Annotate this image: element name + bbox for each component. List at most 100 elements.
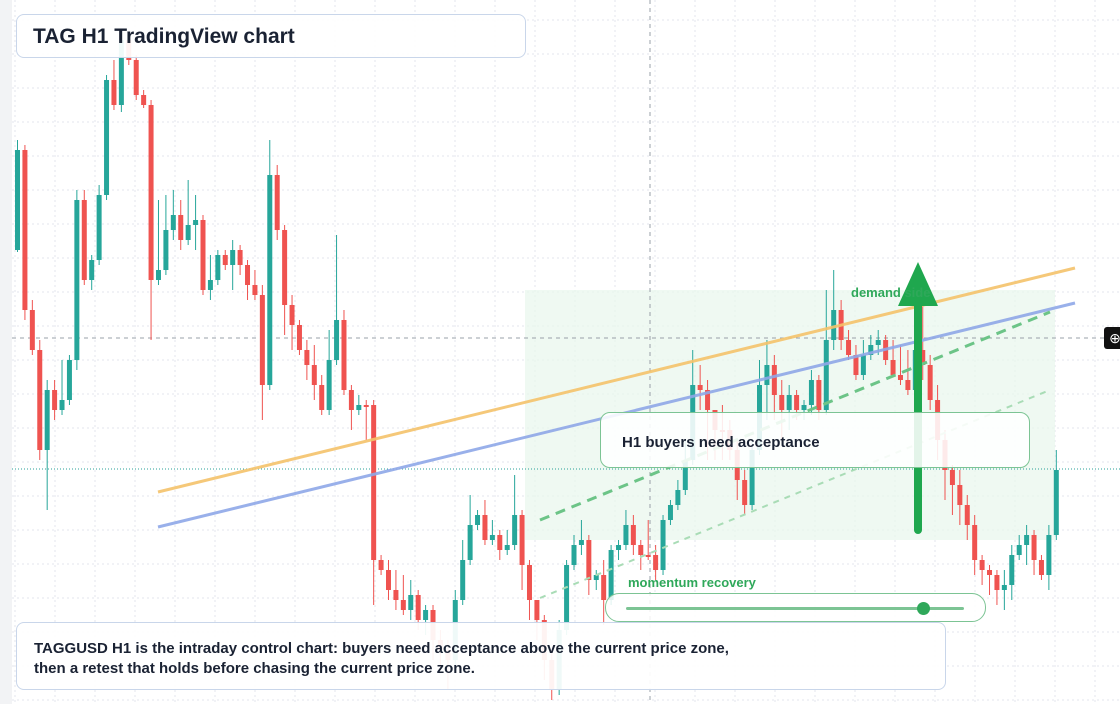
candle-body [616,545,622,550]
candle-body [341,320,347,390]
candle-body [1024,535,1030,545]
candle-body [415,595,421,620]
candle-body [653,555,659,570]
callout-text: H1 buyers need acceptance [622,434,820,451]
candle-body [267,175,273,385]
candle-body [386,570,391,590]
demand-side-label: demand side [851,285,931,300]
candle-body [289,305,295,325]
candle-body [1053,470,1059,535]
candle-body [638,545,644,555]
candle-body [378,560,384,570]
candle-body [771,365,777,395]
candle-body [949,470,955,485]
candle-body [623,525,629,545]
candle-body [497,535,503,550]
candle-body [749,450,755,505]
candle-body [705,390,711,410]
callout-card: H1 buyers need acceptance [600,412,1030,468]
candle-body [259,295,265,385]
candle-body [29,310,35,350]
demand-arrow-head [898,262,938,306]
candle-body [215,255,221,280]
candle-body [1001,585,1007,590]
candle-body [96,195,102,260]
candle-body [504,545,510,550]
candle-body [794,395,800,410]
candle-body [185,225,191,240]
candle-body [222,255,228,265]
candle-body [44,390,50,450]
candle-body [200,220,206,290]
candle-body [356,405,362,410]
candle-body [311,365,317,385]
candle-body [1038,560,1044,575]
candle-body [475,515,481,525]
candle-body [823,340,829,410]
momentum-slider[interactable] [605,593,986,622]
candle-body [964,505,970,525]
candle-body [578,540,584,545]
candle-body [779,395,785,410]
candle-body [371,405,377,560]
candle-body [571,545,577,565]
candle-body [319,385,325,410]
candle-body [1009,555,1015,585]
momentum-slider-knob[interactable] [917,602,931,615]
candle-body [645,555,651,557]
candle-body [608,550,614,600]
candle-body [534,600,540,620]
candle-body [141,95,147,105]
candle-body [875,340,881,345]
candle-body [972,525,978,560]
candle-body [363,405,369,407]
candle-body [326,360,332,410]
candle-body [697,385,703,390]
left-scroll-gutter [0,0,12,704]
candle-body [586,540,592,580]
candle-body [482,515,488,540]
candle-body [994,575,1000,590]
candle-body [111,80,117,105]
candle-body [163,230,169,270]
momentum-label: momentum recovery [628,575,756,590]
candle-body [245,265,251,285]
candle-body [675,490,681,505]
candle-body [808,380,814,405]
candle-body [74,200,80,360]
candle-body [155,270,161,280]
candle-body [230,250,236,265]
candle-body [489,535,495,540]
candle-body [296,325,302,350]
candle-body [526,565,532,600]
note-card: TAGGUSD H1 is the intraday control chart… [16,622,946,690]
candle-body [860,355,866,375]
candle-body [853,355,859,375]
candle-body [519,515,525,565]
candle-body [207,280,213,290]
candle-body [667,505,673,520]
candle-body [237,250,243,265]
candle-body [905,380,911,390]
momentum-slider-track [626,607,964,610]
candle-body [423,610,429,620]
candle-body [148,105,154,280]
candle-body [252,285,258,295]
candle-body [104,80,110,195]
candle-body [66,360,72,400]
candle-body [408,595,414,610]
candle-body [742,480,748,505]
candle-body [846,340,852,355]
candle-body [393,590,399,600]
candle-body [170,215,176,230]
candle-body [118,40,124,105]
candle-body [15,150,20,250]
candle-body [304,350,310,365]
candle-body [868,345,874,355]
candle-body [801,405,807,410]
candle-body [564,565,570,630]
candle-body [467,525,473,560]
candle-body [274,175,280,230]
candle-body [816,380,822,410]
crosshair-plus-icon[interactable]: ⊕ [1104,327,1120,349]
